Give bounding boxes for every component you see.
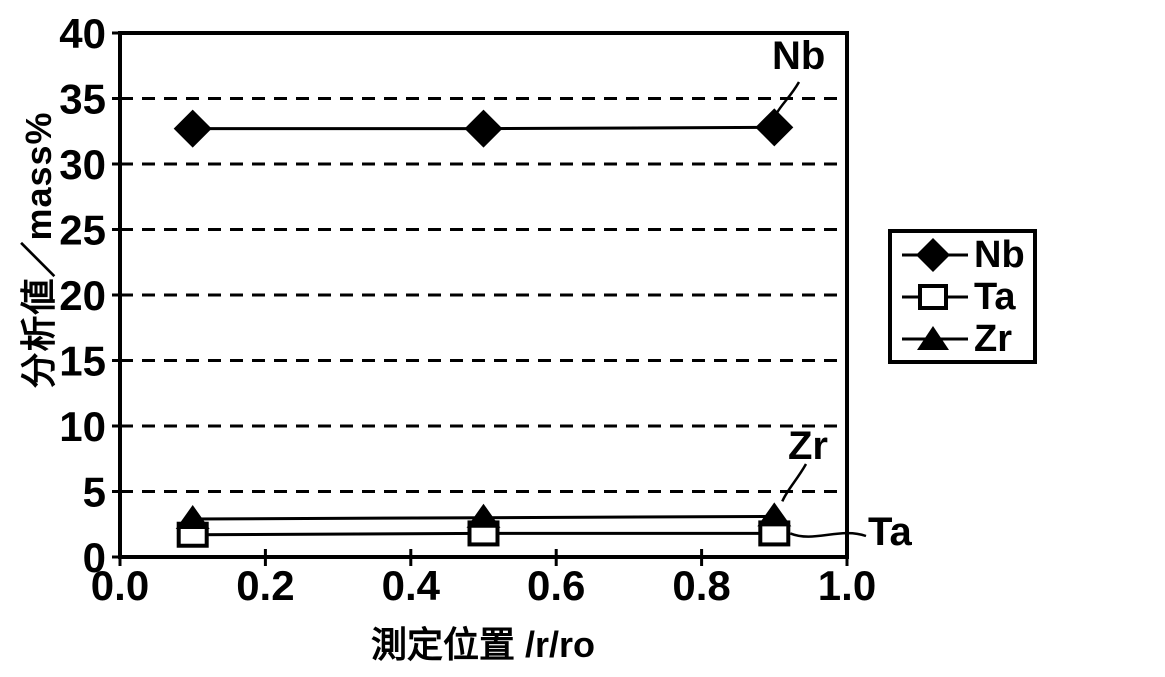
legend-marker-nb — [902, 237, 968, 272]
annotation-ta: Ta — [868, 510, 912, 554]
x-tick-label: 0.8 — [672, 562, 730, 609]
diamond-marker — [464, 109, 503, 148]
diamond-marker — [755, 108, 794, 147]
x-tick-label: 1.0 — [818, 562, 876, 609]
y-tick-label: 25 — [59, 207, 106, 254]
legend-item-zr: Zr — [892, 318, 1033, 360]
x-tick-label: 0.6 — [527, 562, 585, 609]
nb-leader-line — [776, 81, 801, 113]
annotation-zr: Zr — [788, 424, 828, 468]
legend-marker-ta — [902, 283, 968, 310]
legend-marker-zr — [902, 325, 968, 350]
y-tick-label: 0 — [83, 534, 106, 581]
legend-item-ta: Ta — [892, 276, 1033, 318]
legend-label-nb: Nb — [974, 233, 1025, 276]
y-tick-label: 35 — [59, 76, 106, 123]
triangle-marker — [757, 502, 792, 527]
triangle-marker — [175, 505, 210, 530]
y-axis-title: 分析値／mass% — [18, 111, 59, 389]
y-tick-label: 20 — [59, 272, 106, 319]
x-tick-label: 0.2 — [236, 562, 294, 609]
square-marker — [918, 283, 948, 310]
diamond-marker — [173, 109, 212, 148]
legend-label-zr: Zr — [974, 317, 1012, 360]
annotation-nb: Nb — [772, 34, 826, 78]
zr-leader-line — [781, 463, 808, 502]
y-tick-label: 15 — [59, 338, 106, 385]
legend-label-ta: Ta — [974, 275, 1016, 318]
diamond-marker — [916, 237, 950, 272]
x-axis-title: 測定位置 /r/ro — [370, 624, 596, 665]
legend-item-nb: Nb — [892, 234, 1033, 276]
x-tick-label: 0.0 — [91, 562, 149, 609]
y-tick-label: 40 — [59, 10, 106, 57]
triangle-marker — [466, 503, 501, 528]
legend-box: Nb Ta Zr — [888, 229, 1037, 364]
ta-leader-line — [789, 531, 867, 538]
triangle-marker — [917, 325, 949, 350]
y-tick-label: 5 — [83, 469, 106, 516]
y-tick-label: 30 — [59, 141, 106, 188]
y-tick-label: 10 — [59, 403, 106, 450]
plot-border — [118, 31, 849, 559]
x-tick-label: 0.4 — [382, 562, 441, 609]
